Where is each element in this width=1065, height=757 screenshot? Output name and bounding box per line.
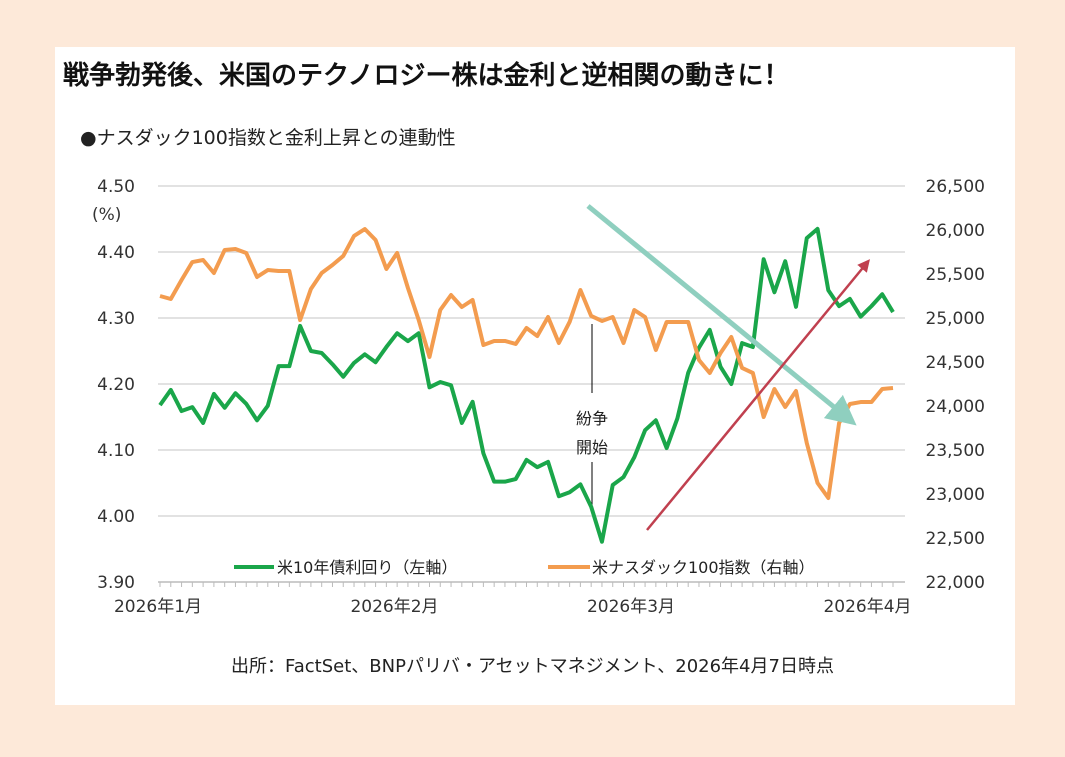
yield-line [158,226,895,544]
y-right-tick-label: 22,000 [926,573,985,593]
y-right-tick-label: 25,000 [926,309,985,329]
y-left-tick-label: 4.10 [97,441,135,461]
source-note: 出所：FactSet、BNPパリバ・アセットマネジメント、2026年4月7日時点 [231,656,834,677]
chart-subtitle: ●ナスダック100指数と金利上昇との連動性 [80,127,456,149]
conflict-start-label: 開始 [576,438,608,457]
x-tick-label: 2026年2月 [350,597,438,617]
x-tick-label: 2026年4月 [823,597,911,617]
chart-panel [55,47,1015,705]
y-left-tick-label: 4.40 [97,243,135,263]
x-tick-label: 2026年3月 [587,597,675,617]
conflict-start-label: 紛争 [576,409,608,428]
legend-yield-label: 米10年債利回り（左軸） [277,558,457,577]
y-right-tick-label: 22,500 [926,529,985,549]
x-tick-label: 2026年1月 [114,597,202,617]
y-left-tick-label: 4.00 [97,507,135,527]
y-right-tick-label: 24,500 [926,353,985,373]
y-right-tick-label: 25,500 [926,265,985,285]
uptrend-arrow [646,259,870,531]
y-right-tick-label: 23,500 [926,441,985,461]
y-right-tick-label: 24,000 [926,397,985,417]
downtrend-arrow [586,204,857,426]
y-left-tick-label: 4.30 [97,309,135,329]
chart-title: 戦争勃発後、米国のテクノロジー株は金利と逆相関の動きに！ [63,61,790,91]
y-right-tick-label: 26,000 [926,221,985,241]
y-right-tick-label: 26,500 [926,177,985,197]
y-left-tick-label: 4.20 [97,375,135,395]
y-left-unit-label: (%) [92,205,121,225]
y-left-tick-label: 4.50 [97,177,135,197]
legend-nasdaq-label: 米ナスダック100指数（右軸） [592,558,815,577]
y-left-tick-label: 3.90 [97,573,135,593]
y-right-tick-label: 23,000 [926,485,985,505]
